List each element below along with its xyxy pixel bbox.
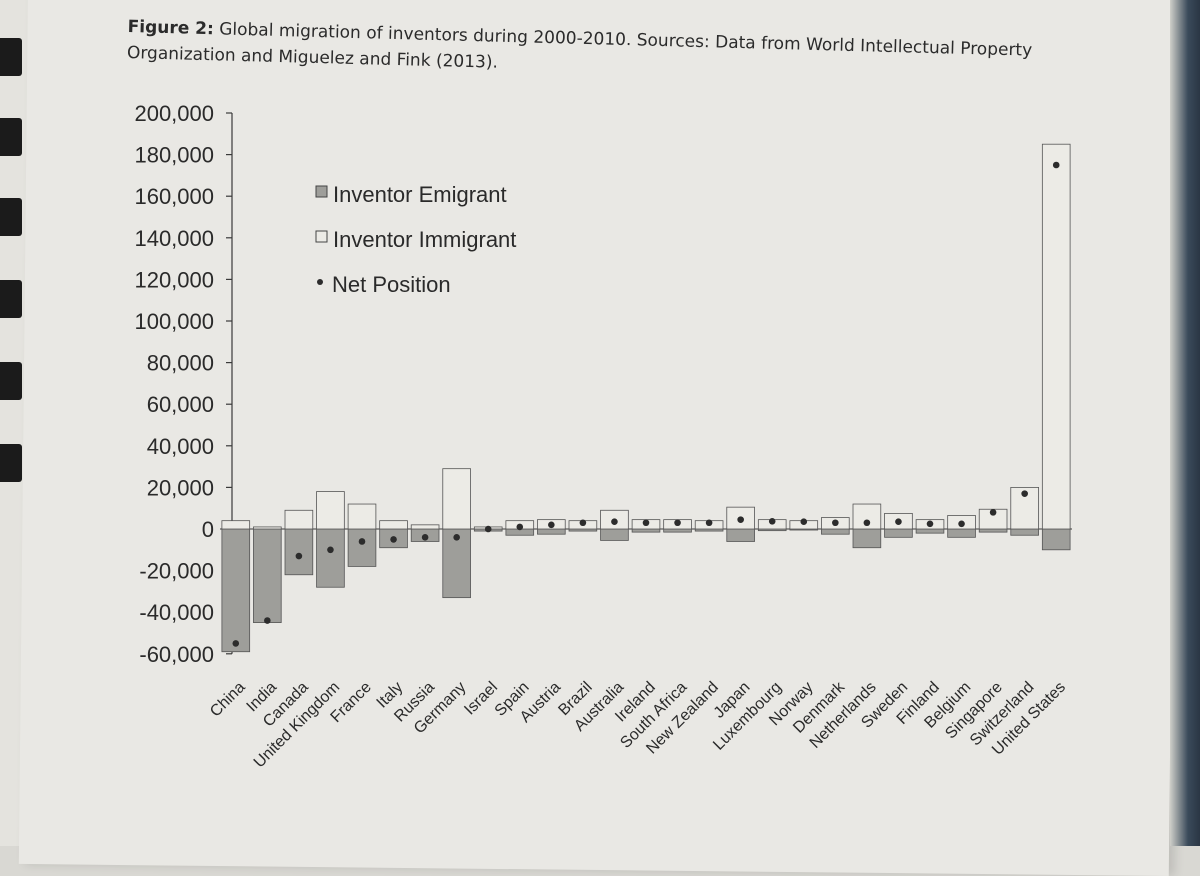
net-position-dot bbox=[232, 640, 240, 647]
net-position-dot bbox=[895, 518, 902, 526]
immigrant-bar bbox=[253, 526, 282, 530]
emigrant-bar bbox=[978, 528, 1008, 533]
immigrant-bar bbox=[442, 468, 471, 530]
legend: Inventor Emigrant Inventor Immigrant Net P… bbox=[315, 182, 516, 297]
immigrant-bar bbox=[284, 509, 314, 530]
emigrant-bar bbox=[663, 528, 692, 533]
migration-chart: 200,000 180,000 160,000 140,000 120,000 100,0… bbox=[134, 101, 1072, 771]
net-position-dot bbox=[1052, 161, 1060, 169]
emigrant-bar bbox=[221, 528, 251, 653]
net-position-dot bbox=[800, 518, 808, 526]
emigrant-bar bbox=[631, 528, 661, 533]
x-tick-label: China bbox=[207, 679, 249, 721]
legend-label: Inventor Immigrant bbox=[333, 227, 516, 252]
emigrant-bar bbox=[1041, 528, 1071, 551]
net-position-dot bbox=[737, 516, 744, 523]
y-tick-label: 100,000 bbox=[134, 309, 214, 334]
legend-emigrant-swatch bbox=[315, 185, 328, 198]
emigrant-bar bbox=[284, 528, 314, 576]
net-position-dot bbox=[548, 521, 555, 529]
net-position-dot bbox=[421, 534, 429, 541]
y-tick-label: 160,000 bbox=[134, 184, 214, 209]
legend-net-swatch bbox=[317, 279, 323, 285]
net-position-dot bbox=[579, 519, 587, 527]
y-tick-label: 60,000 bbox=[147, 392, 214, 417]
y-tick-label: 0 bbox=[202, 517, 214, 542]
binder-ring bbox=[0, 198, 22, 236]
immigrant-bar bbox=[221, 520, 251, 530]
net-position-dot bbox=[705, 519, 713, 527]
net-position-dot bbox=[1021, 490, 1028, 497]
emigrant-bar bbox=[726, 528, 755, 542]
emigrant-bar bbox=[253, 528, 282, 623]
emigrant-bar bbox=[821, 528, 850, 535]
net-dots-group bbox=[232, 161, 1060, 647]
binder-ring bbox=[0, 118, 22, 156]
emigrant-bar bbox=[316, 528, 345, 588]
immigrant-bar bbox=[1041, 143, 1071, 530]
net-position-dot bbox=[863, 519, 871, 527]
net-position-dot bbox=[989, 509, 997, 516]
net-position-dot bbox=[453, 534, 460, 541]
binder-ring bbox=[0, 444, 22, 482]
net-position-dot bbox=[264, 617, 271, 624]
emigrant-bar bbox=[1010, 528, 1039, 536]
legend-label: Net Position bbox=[332, 272, 451, 297]
page-edge bbox=[1170, 0, 1200, 846]
y-tick-label: -20,000 bbox=[139, 559, 214, 584]
immigrant-bar bbox=[379, 520, 408, 530]
net-position-dot bbox=[958, 520, 965, 528]
binder-ring bbox=[0, 280, 22, 318]
binder-ring bbox=[0, 38, 22, 76]
y-tick-label: 80,000 bbox=[147, 351, 214, 376]
immigrant-bar bbox=[316, 491, 345, 530]
immigrant-bar bbox=[347, 503, 377, 530]
y-tick-label: -40,000 bbox=[139, 600, 214, 625]
binder-ring bbox=[0, 362, 22, 400]
y-tick-label: 40,000 bbox=[147, 434, 214, 459]
y-tick-label: 20,000 bbox=[147, 475, 214, 500]
net-position-dot bbox=[358, 538, 366, 545]
emigrant-bar bbox=[537, 528, 566, 535]
net-position-dot bbox=[390, 536, 397, 543]
emigrant-bar bbox=[600, 528, 629, 541]
y-tick-label: 140,000 bbox=[134, 226, 214, 251]
y-tick-label: -60,000 bbox=[139, 642, 214, 667]
net-position-dot bbox=[674, 519, 681, 527]
net-position-dot bbox=[484, 525, 492, 533]
immigrant-bar bbox=[410, 524, 440, 530]
legend-immigrant-swatch bbox=[315, 230, 328, 243]
net-position-dot bbox=[832, 519, 839, 527]
net-position-dot bbox=[516, 523, 524, 531]
net-position-dot bbox=[768, 518, 776, 525]
bars-group bbox=[221, 143, 1071, 653]
emigrant-bar bbox=[852, 528, 882, 549]
y-tick-label: 200,000 bbox=[134, 101, 214, 126]
net-position-dot bbox=[327, 546, 334, 554]
emigrant-bar bbox=[947, 528, 976, 538]
net-position-dot bbox=[295, 552, 303, 560]
net-position-dot bbox=[611, 518, 618, 526]
legend-label: Inventor Emigrant bbox=[333, 182, 507, 207]
emigrant-bar bbox=[884, 528, 913, 538]
emigrant-bar bbox=[347, 528, 377, 567]
y-axis: 200,000 180,000 160,000 140,000 120,000 100,0… bbox=[134, 101, 1072, 667]
y-tick-label: 180,000 bbox=[134, 143, 214, 168]
emigrant-bar bbox=[915, 528, 945, 534]
net-position-dot bbox=[926, 520, 934, 528]
y-tick-label: 120,000 bbox=[134, 267, 214, 292]
net-position-dot bbox=[642, 519, 650, 527]
